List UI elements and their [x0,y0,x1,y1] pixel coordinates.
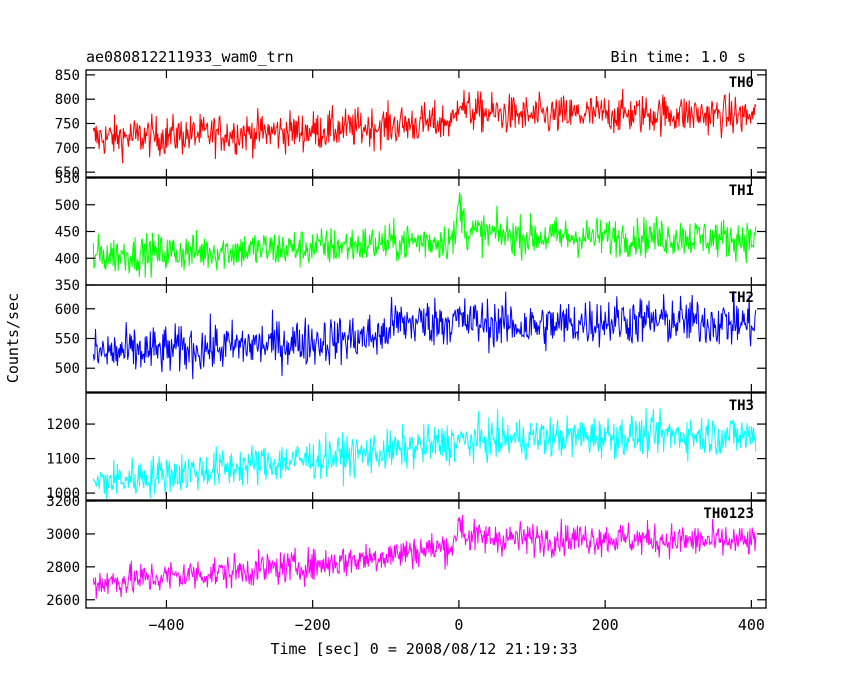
y-tick-label: 1100 [46,452,80,468]
y-tick-label: 550 [55,332,80,348]
y-tick-label: 850 [55,68,80,84]
x-tick-label: −400 [148,616,184,634]
panel-name-label: TH0 [729,75,754,91]
panel-name-label: TH1 [729,183,754,199]
y-tick-label: 1000 [46,486,80,502]
x-tick-label: 0 [454,616,463,634]
x-tick-label: 200 [592,616,619,634]
y-tick-label: 500 [55,361,80,377]
panel-th1: 350 400 450 500 550 TH1 [55,171,767,294]
panel-frame [85,177,767,286]
chart-title: ae080812211933_wam0_trn [86,48,294,66]
y-tick-label: 3000 [46,527,80,543]
y-tick-label: 450 [55,225,80,241]
x-tick-label: 400 [738,616,765,634]
y-tick-label: 700 [55,141,80,157]
y-tick-label: 2600 [46,593,80,609]
panels-group: 700750800850650TH0350400450500550TH15005… [46,68,767,634]
series-line-th0123 [92,514,757,599]
panel-name-label: TH3 [729,398,754,414]
bin-time-label: Bin time: 1.0 s [611,48,746,66]
panel-th0: 700 750 800 850 650 TH0 [55,68,767,181]
panel-th3: 1000 1100 1200 TH3 [46,392,767,502]
y-tick-label: 750 [55,117,80,133]
y-tick-label: 550 [55,171,80,187]
y-tick-label: 350 [55,278,80,294]
y-axis-label: Counts/sec [4,293,22,383]
panel-th0123: 2600 2800 3000 3200 TH0123 [46,494,767,609]
x-axis-label: Time [sec] 0 = 2008/08/12 21:19:33 [270,640,577,658]
y-tick-label: 400 [55,251,80,267]
y-tick-label: 2800 [46,560,80,576]
panel-th2: 500 550 600 TH2 [55,284,767,393]
panel-frame [85,500,767,609]
series-line-th0 [92,88,757,164]
y-tick-label: 650 [55,165,80,181]
x-tick-label: −200 [295,616,331,634]
y-tick-label: 500 [55,198,80,214]
y-tick-label: 600 [55,302,80,318]
y-tick-label: 3200 [46,494,80,510]
panel-frame [85,392,767,501]
series-line-th1 [92,192,757,278]
y-tick-label: 1200 [46,417,80,433]
panel-name-label: TH2 [729,290,754,306]
y-tick-label: 800 [55,92,80,108]
panel-name-label: TH0123 [703,506,754,522]
series-line-th2 [92,290,757,380]
series-line-th3 [92,407,757,499]
